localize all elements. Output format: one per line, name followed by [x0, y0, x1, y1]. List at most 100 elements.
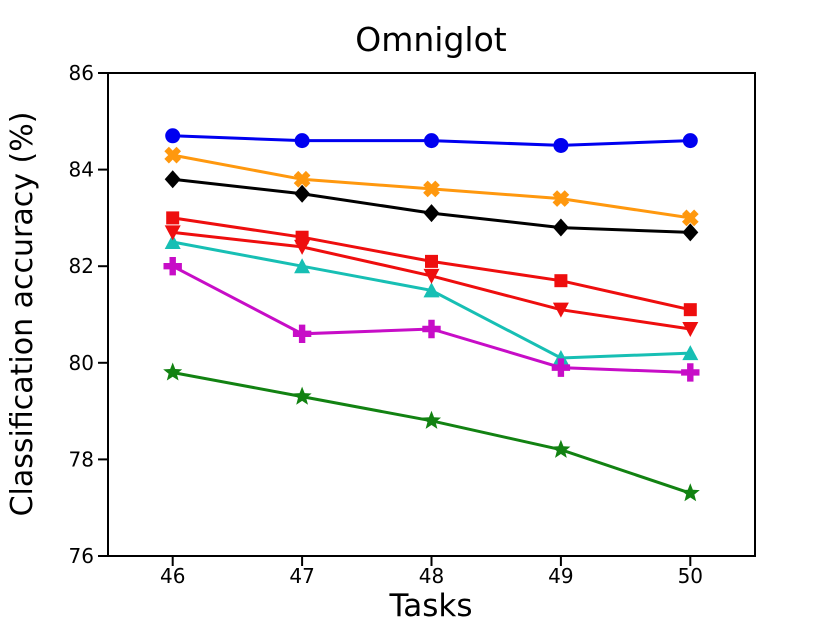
series-magenta-plus-marker: [163, 257, 182, 276]
x-tick-label: 46: [160, 564, 185, 588]
series-orange-x-marker: [293, 170, 311, 188]
triangle-down-glyph: [552, 302, 569, 318]
triangle-up-glyph: [552, 349, 569, 365]
y-tick-label: 78: [69, 447, 94, 471]
series-red-square-marker: [554, 274, 568, 288]
x-glyph: [423, 180, 440, 198]
series-magenta-plus-marker: [551, 358, 571, 377]
series-orange-x-marker: [423, 180, 440, 198]
triangle-down-glyph: [682, 321, 699, 337]
series-red-triangle-down-marker: [682, 321, 699, 337]
series-green-star-marker: [680, 483, 700, 502]
diamond-glyph: [164, 170, 181, 189]
series-blue-circle-marker: [294, 133, 310, 149]
triangle-up-glyph: [682, 345, 699, 361]
x-glyph: [164, 146, 182, 164]
square-glyph: [425, 254, 438, 268]
series-green-star-marker: [421, 410, 442, 429]
chart-title: Omniglot: [355, 20, 507, 59]
star-glyph: [292, 386, 312, 405]
square-glyph: [166, 211, 180, 225]
circle-glyph: [424, 133, 439, 149]
series-magenta-plus-marker: [681, 363, 700, 382]
axes-layer: 86 84 82 80 78 76 46 47 48 49 50: [69, 61, 756, 588]
x-tick-label: 47: [289, 564, 314, 588]
y-tick-label: 84: [69, 158, 94, 182]
diamond-glyph: [294, 184, 311, 203]
triangle-down-glyph: [294, 239, 311, 255]
star-glyph: [551, 439, 571, 458]
triangle-down-glyph: [423, 268, 440, 284]
series-blue-circle-marker: [424, 133, 439, 149]
circle-glyph: [165, 128, 181, 144]
star-glyph: [421, 410, 442, 429]
y-tick-label: 82: [69, 254, 94, 278]
y-tick-label: 76: [69, 544, 94, 568]
circle-glyph: [682, 133, 698, 149]
diamond-glyph: [552, 218, 569, 237]
x-tick-label: 49: [548, 564, 573, 588]
series-black-diamond: [164, 170, 699, 242]
triangle-down-glyph: [164, 225, 181, 241]
series-black-diamond-marker: [552, 218, 569, 237]
series-cyan-triangle-up-marker: [682, 345, 699, 361]
series-cyan-triangle-up-marker: [423, 282, 440, 298]
series-red-square-marker: [683, 303, 697, 317]
x-glyph: [681, 209, 699, 227]
x-glyph: [552, 190, 570, 207]
star-glyph: [680, 483, 700, 502]
series-magenta-plus: [163, 257, 700, 382]
series-magenta-plus-marker: [292, 324, 312, 344]
series-blue-circle-marker: [553, 137, 569, 153]
series-cyan-triangle-up-marker: [164, 234, 181, 250]
triangle-up-glyph: [294, 258, 311, 274]
series-layer: [163, 128, 700, 502]
series-green-star: [163, 362, 700, 502]
series-orange-x-marker: [552, 190, 570, 207]
plus-glyph: [422, 319, 441, 339]
series-blue-circle-marker: [165, 128, 181, 144]
series-red-triangle-down-marker: [294, 239, 311, 255]
series-red-square-marker: [166, 211, 180, 225]
series-red-square-marker: [425, 254, 438, 268]
star-glyph: [163, 362, 183, 381]
series-magenta-plus-marker: [422, 319, 441, 339]
plus-glyph: [163, 257, 182, 276]
series-green-star-marker: [292, 386, 312, 405]
series-green-star-line: [171, 371, 692, 495]
series-red-triangle-down-marker: [423, 268, 440, 284]
plus-glyph: [551, 358, 571, 377]
series-black-diamond-marker: [164, 170, 181, 189]
y-tick-label: 86: [69, 61, 94, 85]
diamond-glyph: [682, 223, 699, 242]
x-axis-label: Tasks: [388, 588, 472, 624]
series-red-triangle-down-marker: [164, 225, 181, 241]
triangle-up-glyph: [164, 234, 181, 250]
series-black-diamond-marker: [294, 184, 311, 203]
series-black-diamond-marker: [682, 223, 699, 242]
y-tick-label: 80: [69, 351, 94, 375]
series-blue-circle: [165, 128, 698, 153]
plus-glyph: [292, 324, 312, 344]
x-tick-label: 48: [419, 564, 444, 588]
series-orange-x-marker: [681, 209, 699, 227]
series-blue-circle-marker: [682, 133, 698, 149]
triangle-up-glyph: [423, 282, 440, 298]
series-green-star-marker: [551, 439, 571, 458]
x-tick-label: 50: [678, 564, 703, 588]
series-red-square: [166, 211, 697, 317]
series-cyan-triangle-up-marker: [552, 349, 569, 365]
diamond-glyph: [423, 204, 440, 223]
series-orange-x-marker: [164, 146, 182, 164]
series-orange-x: [164, 146, 699, 227]
y-axis-label: Classification accuracy (%): [5, 112, 40, 517]
square-glyph: [683, 303, 697, 317]
circle-glyph: [553, 137, 569, 153]
series-red-triangle-down-marker: [552, 302, 569, 318]
series-cyan-triangle-up-marker: [294, 258, 311, 274]
series-red-triangle-down: [164, 225, 699, 337]
plus-glyph: [681, 363, 700, 382]
circle-glyph: [294, 133, 310, 149]
